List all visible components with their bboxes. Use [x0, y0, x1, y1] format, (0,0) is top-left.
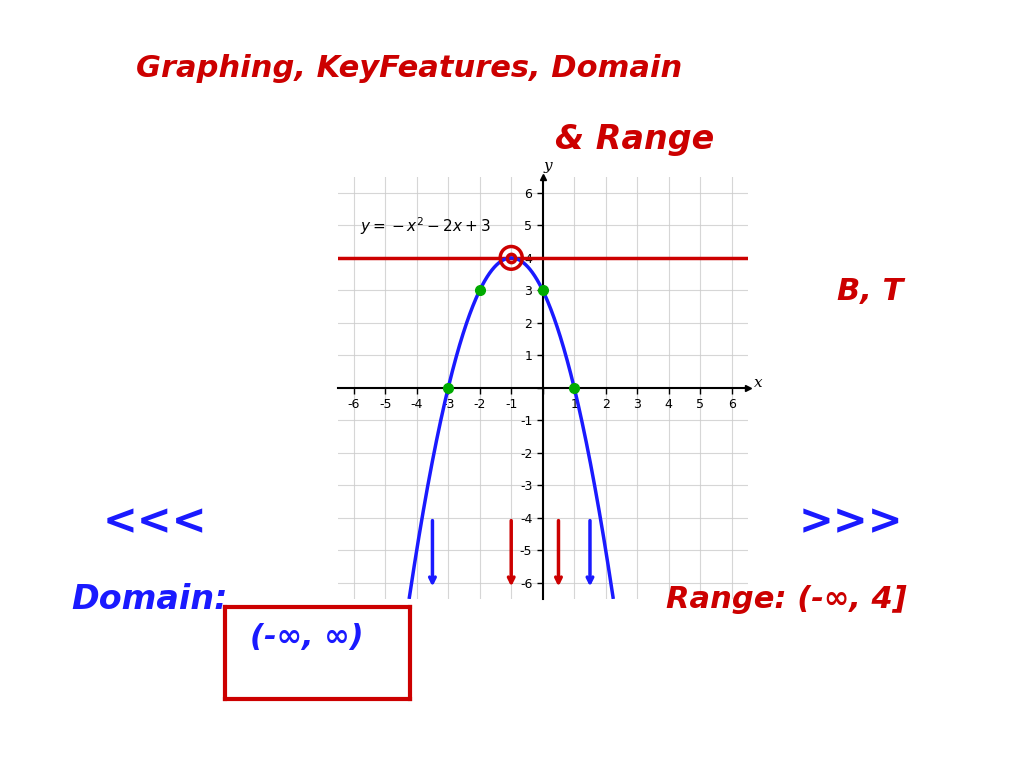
- Text: x: x: [754, 376, 763, 390]
- Text: Range: (-∞, 4]: Range: (-∞, 4]: [666, 584, 906, 614]
- Text: <<<: <<<: [102, 502, 207, 543]
- Text: Domain:: Domain:: [72, 583, 228, 615]
- Text: & Range: & Range: [555, 123, 715, 156]
- Text: y: y: [543, 160, 552, 174]
- Text: $y=-x^2-2x+3$: $y=-x^2-2x+3$: [360, 215, 490, 237]
- Text: >>>: >>>: [799, 502, 903, 543]
- Text: Graphing, KeyFeatures, Domain: Graphing, KeyFeatures, Domain: [136, 54, 683, 83]
- Text: B, T: B, T: [838, 277, 903, 306]
- Text: (-∞, ∞): (-∞, ∞): [251, 623, 364, 652]
